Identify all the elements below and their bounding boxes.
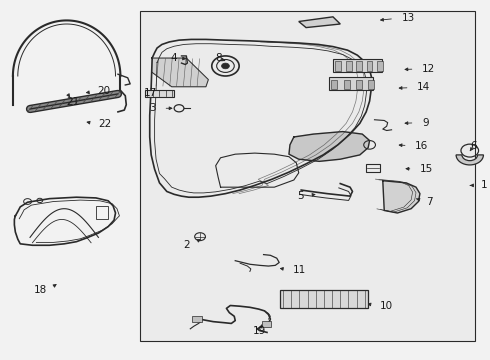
Text: 22: 22 bbox=[98, 120, 112, 129]
Bar bbox=[377, 60, 383, 71]
Bar bbox=[192, 316, 202, 322]
Text: 21: 21 bbox=[66, 97, 80, 107]
Text: 18: 18 bbox=[34, 285, 47, 296]
Polygon shape bbox=[289, 132, 369, 161]
Circle shape bbox=[221, 63, 229, 69]
Text: 13: 13 bbox=[401, 13, 415, 23]
Text: 9: 9 bbox=[422, 118, 428, 128]
Bar bbox=[356, 60, 362, 71]
Bar bbox=[140, 12, 475, 341]
Text: 10: 10 bbox=[379, 301, 392, 311]
Text: 15: 15 bbox=[420, 164, 433, 174]
Text: 11: 11 bbox=[293, 265, 306, 275]
Text: 6: 6 bbox=[470, 141, 477, 151]
Bar bbox=[96, 206, 108, 220]
Bar bbox=[145, 90, 174, 97]
Bar bbox=[366, 164, 380, 172]
Bar bbox=[280, 290, 368, 309]
Bar bbox=[367, 60, 372, 71]
Text: 3: 3 bbox=[149, 103, 156, 113]
Bar bbox=[356, 80, 362, 89]
Bar bbox=[333, 59, 382, 72]
Text: 8: 8 bbox=[215, 53, 221, 63]
Bar bbox=[262, 321, 271, 327]
Bar bbox=[368, 80, 374, 89]
Polygon shape bbox=[152, 58, 208, 87]
Wedge shape bbox=[456, 155, 484, 165]
Text: 5: 5 bbox=[297, 191, 304, 201]
Text: 2: 2 bbox=[184, 239, 190, 249]
Polygon shape bbox=[383, 181, 420, 213]
Text: 1: 1 bbox=[481, 180, 487, 190]
Bar bbox=[331, 80, 337, 89]
Text: 20: 20 bbox=[98, 86, 111, 96]
Text: 12: 12 bbox=[422, 64, 435, 74]
Bar bbox=[343, 80, 349, 89]
Text: 17: 17 bbox=[144, 88, 157, 98]
Text: 14: 14 bbox=[417, 82, 430, 93]
Text: 16: 16 bbox=[415, 141, 428, 151]
Bar bbox=[346, 60, 352, 71]
Bar bbox=[335, 60, 341, 71]
Polygon shape bbox=[299, 17, 340, 28]
Bar bbox=[329, 77, 373, 90]
Text: 4: 4 bbox=[170, 53, 176, 63]
Text: 19: 19 bbox=[253, 325, 266, 336]
Text: 7: 7 bbox=[426, 197, 432, 207]
